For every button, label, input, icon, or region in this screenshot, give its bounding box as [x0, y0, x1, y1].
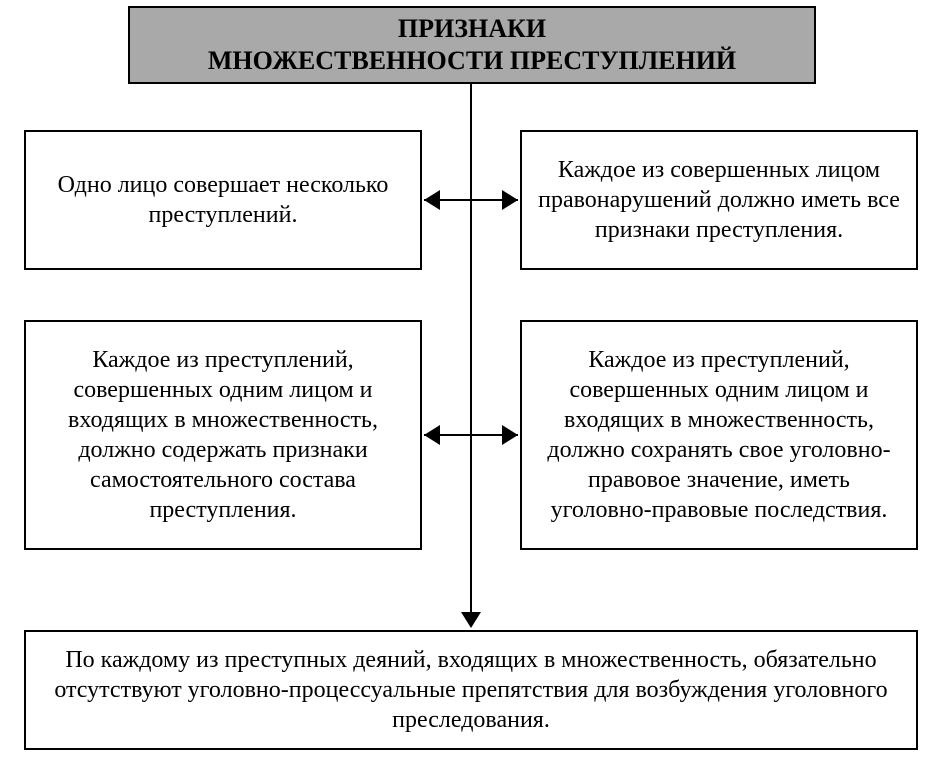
node-no-procedural-obstacles: По каждому из преступных деяний, входящи…: [24, 630, 918, 750]
node-text: По каждому из преступных деяний, входящи…: [40, 645, 902, 735]
title-text: ПРИЗНАКИ МНОЖЕСТВЕННОСТИ ПРЕСТУПЛЕНИЙ: [208, 13, 736, 78]
node-one-person: Одно лицо совершает несколько преступлен…: [24, 130, 422, 270]
node-independent-corpus: Каждое из преступлений, совершенных одни…: [24, 320, 422, 550]
node-text: Каждое из преступлений, совершенных одни…: [536, 345, 902, 525]
node-text: Каждое из преступлений, совершенных одни…: [40, 345, 406, 525]
node-text: Каждое из совершенных лицом правонарушен…: [536, 155, 902, 245]
diagram-canvas: ПРИЗНАКИ МНОЖЕСТВЕННОСТИ ПРЕСТУПЛЕНИЙ Од…: [0, 0, 943, 768]
node-text: Одно лицо совершает несколько преступлен…: [40, 170, 406, 230]
title-box: ПРИЗНАКИ МНОЖЕСТВЕННОСТИ ПРЕСТУПЛЕНИЙ: [128, 6, 816, 84]
node-all-signs: Каждое из совершенных лицом правонарушен…: [520, 130, 918, 270]
node-legal-significance: Каждое из преступлений, совершенных одни…: [520, 320, 918, 550]
